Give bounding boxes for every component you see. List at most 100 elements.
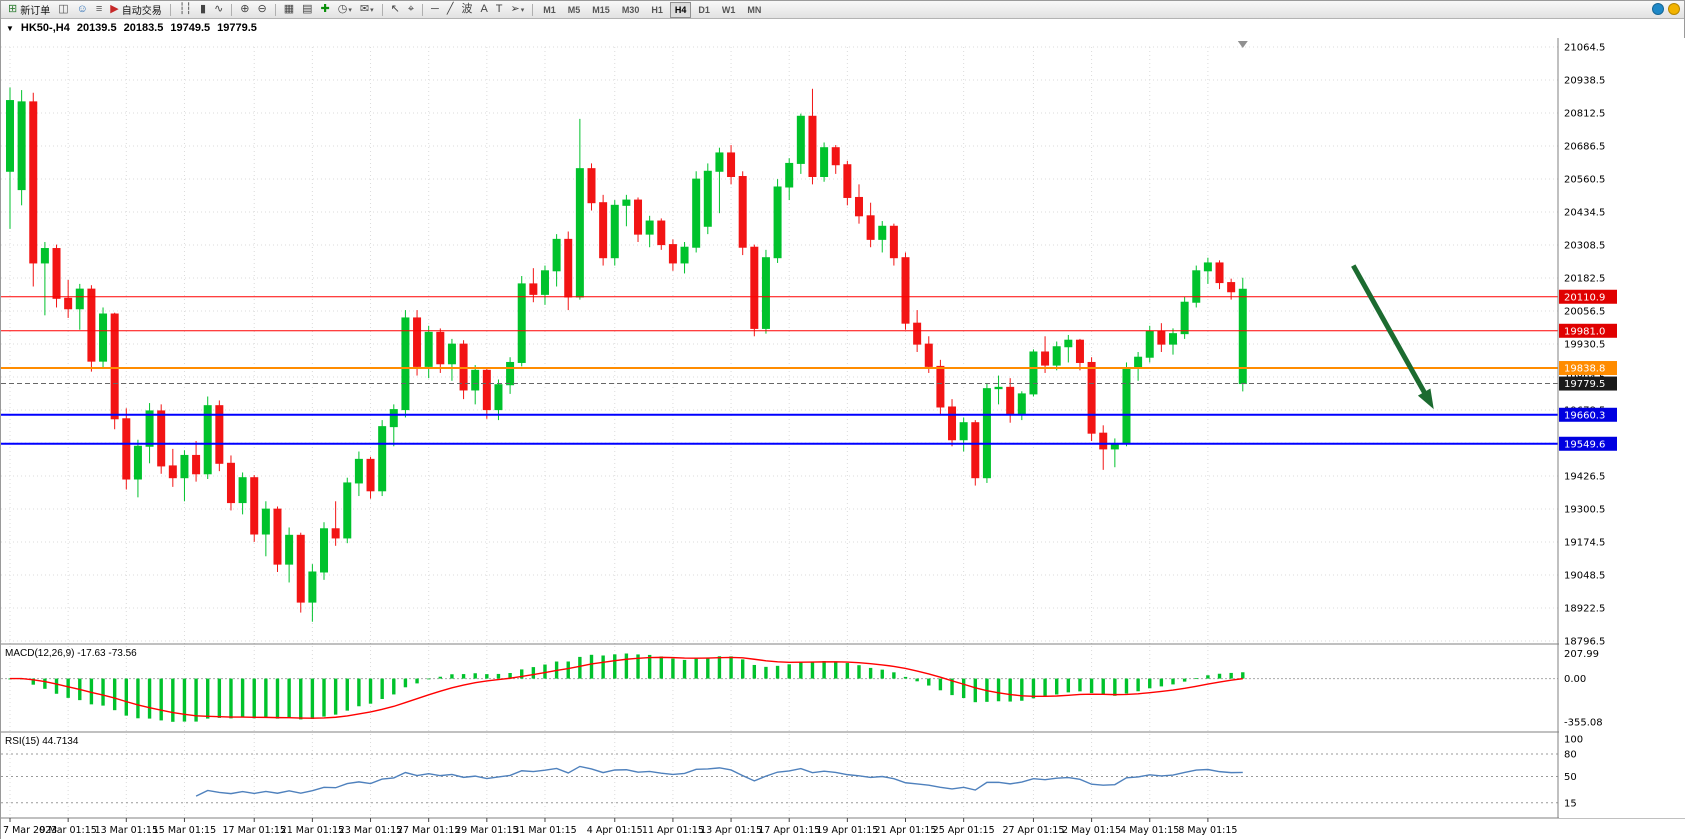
candle-up — [285, 534, 294, 565]
timeframe-w1-button[interactable]: W1 — [721, 4, 736, 15]
new-order-button[interactable]: ⊞ 新订单 — [4, 1, 54, 18]
candle-down — [668, 244, 677, 264]
candle-up — [354, 458, 363, 484]
dropdown-caret-icon: ▾ — [370, 6, 374, 14]
line-chart-button[interactable]: ∿ — [210, 1, 227, 18]
macd-histogram-bar — [194, 678, 198, 722]
macd-histogram-bar — [1008, 678, 1012, 702]
templates-button[interactable]: ✉ ▾ — [356, 1, 378, 18]
time-tick-label: 27 Apr 01:15 — [1002, 825, 1064, 836]
market-watch-button[interactable]: ≡ — [92, 1, 106, 18]
macd-histogram-bar — [694, 658, 698, 679]
price-badge — [1559, 323, 1617, 338]
price-badge-label: 19981.0 — [1564, 326, 1605, 337]
zoom-in-button[interactable]: ⊕ — [236, 1, 253, 18]
macd-histogram-bar — [578, 656, 582, 679]
crosshair-button[interactable]: ⌖ — [404, 1, 418, 18]
macd-histogram-bar — [787, 664, 791, 679]
timeframe-h1-button[interactable]: H1 — [651, 4, 663, 15]
text-label-icon: T — [495, 3, 503, 15]
wave-tool-button[interactable]: 波 — [457, 1, 476, 18]
cursor-button[interactable]: ↖ — [387, 1, 404, 18]
toolbar-separator — [274, 3, 276, 16]
indicators-button[interactable]: ✚ — [317, 1, 334, 18]
price-badge — [1559, 361, 1617, 376]
trend-arrow-annotation[interactable] — [1351, 264, 1434, 410]
trendline-button[interactable]: ╱ — [443, 1, 458, 18]
macd-axis-label: 207.99 — [1564, 649, 1599, 660]
macd-histogram-bar — [740, 659, 745, 679]
text-button[interactable]: A — [476, 1, 491, 18]
time-tick-label: 15 Mar 01:15 — [153, 825, 216, 836]
arrows-button[interactable]: ➢ ▾ — [507, 1, 529, 18]
candle-up — [343, 482, 352, 539]
charts-window-button[interactable]: ◫ — [54, 1, 72, 18]
candle-down — [634, 199, 643, 235]
candle-down — [529, 283, 538, 295]
trend-arrow-shaft[interactable] — [1351, 264, 1432, 402]
panel-splitter[interactable] — [1, 642, 1685, 647]
timeframe-mn-button[interactable]: MN — [747, 4, 762, 15]
candle-down — [564, 238, 573, 298]
time-tick-label: 23 Mar 01:15 — [339, 825, 402, 836]
candlestick-chart-button[interactable]: ▮ — [196, 1, 210, 18]
macd-histogram-bar — [322, 678, 326, 717]
macd-histogram-bar — [310, 678, 315, 720]
timeframe-m5-button[interactable]: M5 — [567, 4, 581, 15]
profile-button[interactable]: ☺ — [73, 1, 92, 18]
macd-histogram-bar — [287, 678, 291, 718]
text-label-button[interactable]: T — [492, 1, 507, 18]
toolbar-separator — [231, 3, 233, 16]
candle-up — [1145, 330, 1154, 358]
candle-down — [110, 313, 119, 420]
tile-windows-button[interactable]: ▦ — [280, 1, 298, 18]
candle-up — [203, 405, 212, 475]
zoom-out-button[interactable]: ⊖ — [254, 1, 271, 18]
price-tick-label: 19300.5 — [1564, 505, 1605, 516]
macd-histogram-bar — [206, 678, 210, 719]
timeframe-m1-button[interactable]: M1 — [543, 4, 556, 15]
community-icon[interactable] — [1652, 3, 1664, 15]
price-tick-label: 20812.5 — [1564, 109, 1605, 120]
candle-up — [575, 168, 584, 298]
rsi-panel[interactable] — [1, 753, 1558, 804]
chart-menu-caret-icon[interactable]: ▼ — [6, 23, 14, 33]
arrange-windows-button[interactable]: ▤ — [298, 1, 316, 18]
price-axis-background[interactable] — [1559, 38, 1685, 818]
time-tick-label: 8 May 01:15 — [1178, 825, 1237, 836]
autotrading-button[interactable]: ▶ 自动交易 — [106, 1, 165, 18]
time-tick-label: 4 May 01:15 — [1120, 825, 1179, 836]
market-watch-icon: ≡ — [95, 3, 103, 15]
time-tick-label: 11 Apr 01:15 — [642, 825, 704, 836]
candle-down — [1041, 351, 1050, 366]
rsi-line — [195, 765, 1243, 797]
dropdown-caret-icon: ▾ — [520, 6, 525, 14]
indicators-icon: ✚ — [320, 3, 330, 15]
horizontal-lines[interactable] — [1, 296, 1558, 445]
macd-panel[interactable] — [1, 653, 1558, 722]
periods-button[interactable]: ◷ ▾ — [334, 1, 356, 18]
chart-shift-marker[interactable] — [1237, 41, 1248, 48]
trend-arrow-head — [1417, 388, 1434, 410]
macd-histogram-bar — [54, 678, 59, 694]
timeframe-d1-button[interactable]: D1 — [698, 4, 710, 15]
news-icon[interactable] — [1668, 3, 1680, 15]
horizontal-line-button[interactable]: ─ — [427, 1, 443, 18]
time-tick-label: 4 Apr 01:15 — [587, 825, 643, 836]
macd-histogram-bar — [403, 678, 408, 688]
candle-down — [854, 196, 863, 217]
bar-chart-button[interactable]: ┆┆ — [175, 1, 196, 18]
timeframe-m30-button[interactable]: M30 — [621, 4, 640, 15]
panel-splitter[interactable] — [1, 730, 1685, 735]
candle-up — [1052, 346, 1061, 366]
price-tick-label: 20182.5 — [1564, 274, 1605, 285]
time-axis-background[interactable] — [1, 819, 1685, 840]
price-axis[interactable]: 21064.5 20938.5 20812.5 20686.5 20560.5 20434… — [1559, 38, 1685, 818]
candle-down — [808, 115, 817, 178]
macd-histogram-bar — [543, 664, 547, 679]
candle-down — [273, 508, 282, 565]
timeframe-h4-button[interactable]: H4 — [669, 1, 692, 18]
timeframe-m15-button[interactable]: M15 — [592, 4, 610, 15]
